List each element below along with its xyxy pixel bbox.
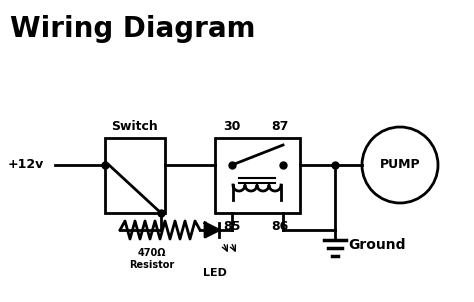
Text: 86: 86 [272, 220, 289, 233]
Text: Ground: Ground [348, 238, 405, 252]
Bar [105, 138, 165, 213]
Text: 470Ω
Resistor: 470Ω Resistor [129, 248, 174, 270]
Text: PUMP: PUMP [380, 159, 420, 172]
Text: +12v: +12v [8, 159, 44, 172]
Text: 85: 85 [223, 220, 241, 233]
Text: 30: 30 [223, 120, 241, 133]
Text: LED: LED [203, 268, 227, 278]
Text: Wiring Diagram: Wiring Diagram [10, 15, 255, 43]
Text: Switch: Switch [111, 120, 158, 133]
Bar [215, 138, 300, 213]
Text: 87: 87 [271, 120, 289, 133]
Polygon shape [205, 223, 219, 237]
